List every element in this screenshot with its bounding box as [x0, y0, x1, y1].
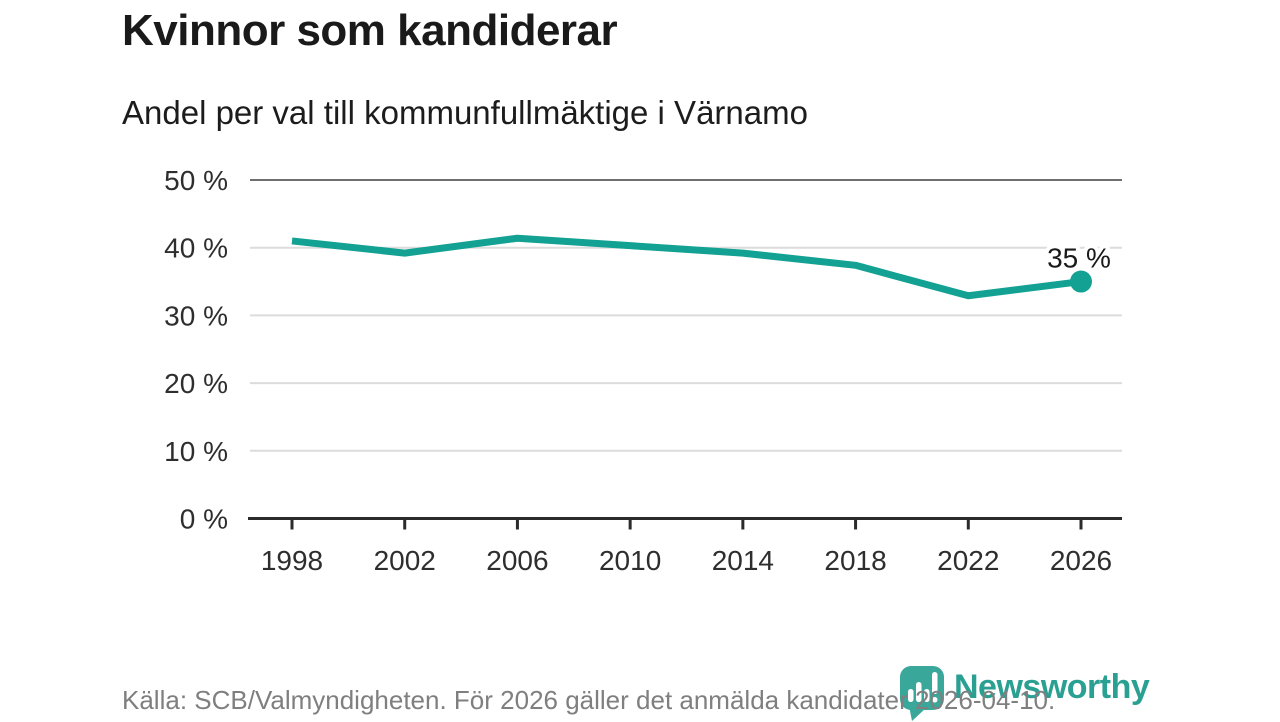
y-axis-tick-label: 50 % [164, 165, 228, 196]
chart-title: Kvinnor som kandiderar [122, 6, 618, 55]
x-axis-tick-label: 2002 [374, 545, 436, 576]
chart-subtitle: Andel per val till kommunfullmäktige i V… [122, 94, 808, 131]
newsworthy-logo[interactable]: Newsworthy [898, 664, 1150, 722]
y-axis-tick-label: 30 % [164, 300, 228, 331]
line-chart: 0 % 10 % 20 % 30 % 40 % 50 % 1998 2002 2006 2010 2… [164, 165, 1122, 576]
end-point-marker [1070, 270, 1092, 293]
data-line [291, 234, 1082, 300]
newsworthy-logo-icon [900, 666, 944, 721]
y-axis-tick-label: 0 % [180, 504, 228, 535]
y-axis-tick-label: 40 % [164, 233, 228, 264]
y-axis-tick-label: 10 % [164, 436, 228, 467]
x-axis-tick-label: 1998 [261, 545, 323, 576]
x-axis-tick-label: 2006 [486, 545, 548, 576]
x-axis-tick-label: 2026 [1050, 545, 1112, 576]
x-axis-tick-label: 2022 [937, 545, 999, 576]
x-axis-tick-label: 2010 [599, 545, 661, 576]
x-axis-tick-label: 2018 [824, 545, 886, 576]
x-axis-tick-label: 2014 [712, 545, 774, 576]
source-note: Källa: SCB/Valmyndigheten. För 2026 gäll… [122, 685, 1056, 715]
y-axis-tick-label: 20 % [164, 368, 228, 399]
newsworthy-wordmark: Newsworthy [954, 668, 1150, 706]
end-value-label: 35 % [1047, 243, 1111, 274]
